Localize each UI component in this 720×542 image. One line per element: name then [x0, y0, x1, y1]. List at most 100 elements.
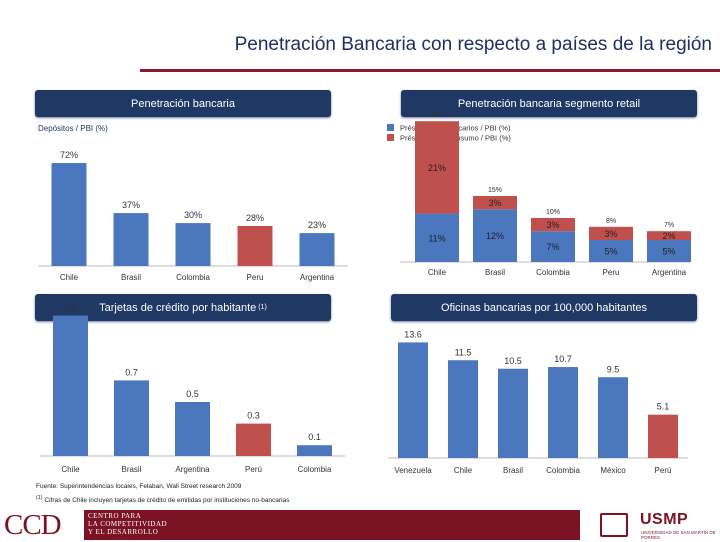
panel-title-banking-penetration: Penetración bancaria	[35, 90, 331, 117]
p3-bar-5	[297, 445, 332, 456]
p1-value-label-2: 37%	[122, 200, 140, 210]
ccd-logo	[0, 510, 84, 540]
p1-bar-3	[175, 223, 211, 266]
p3-bar-2	[114, 380, 149, 456]
p2-label-hipotecarios-4: 5%	[604, 247, 617, 257]
p2-category-label-4: Peru	[603, 268, 620, 277]
p2-total-label-3: 10%	[546, 209, 560, 216]
p1-category-label-1: Chile	[60, 273, 79, 282]
p1-bar-1	[51, 163, 87, 266]
panel-title-credit-cards-text: Tarjetas de crédito por habitante	[99, 301, 257, 314]
p2-bar-hipotecarios-3	[531, 231, 575, 262]
p1-value-label-5: 23%	[308, 220, 326, 230]
p4-value-label-4: 10.7	[554, 354, 572, 364]
p1-value-label-4: 28%	[246, 213, 264, 223]
p3-bar-1	[53, 315, 88, 456]
p4-bar-1	[398, 342, 428, 458]
p4-value-label-3: 10.5	[504, 356, 522, 366]
p4-value-label-6: 5.1	[657, 402, 670, 412]
ccd-logo-letters: CCD	[4, 509, 62, 541]
p4-category-label-3: Brasil	[503, 466, 523, 475]
title-rule	[140, 69, 720, 72]
panel-title-bank-offices: Oficinas bancarias por 100,000 habitante…	[391, 294, 697, 321]
p3-category-label-5: Colombia	[298, 465, 332, 474]
p2-label-hipotecarios-5: 5%	[662, 247, 675, 257]
footnote-note-text: Cifras de Chile incluyen tarjetas de cré…	[44, 497, 290, 505]
p3-category-label-2: Brasil	[121, 465, 141, 474]
p2-total-label-2: 15%	[488, 187, 502, 194]
p3-category-label-4: Perú	[245, 465, 262, 474]
p2-bar-consumo-3	[531, 218, 575, 232]
p2-label-consumo-2: 3%	[488, 198, 501, 208]
p1-bar-2	[113, 213, 149, 266]
p2-bar-consumo-2	[473, 196, 517, 210]
p4-category-label-4: Colombia	[546, 466, 580, 475]
p2-bar-consumo-4	[589, 226, 633, 240]
p2-legend-swatch-2	[387, 134, 394, 141]
p2-total-label-5: 7%	[664, 222, 674, 229]
p4-category-label-5: México	[600, 466, 626, 475]
p4-value-label-2: 11.5	[455, 347, 472, 357]
p4-value-label-5: 9.5	[607, 364, 620, 374]
p2-bar-hipotecarios-2	[473, 209, 517, 262]
p3-value-label-3: 0.5	[186, 389, 199, 399]
usmp-subtitle: UNIVERSIDAD DE SAN MARTÍN DE PORRES	[641, 530, 716, 540]
p4-bar-2	[448, 360, 478, 458]
p2-total-label-1: 32%	[430, 112, 444, 119]
p2-label-hipotecarios-2: 12%	[486, 231, 504, 241]
p4-bar-3	[498, 368, 528, 458]
p3-value-label-4: 0.3	[247, 411, 260, 421]
p4-bar-5	[598, 377, 628, 458]
p2-bar-hipotecarios-1	[415, 213, 459, 262]
p4-bar-4	[548, 367, 578, 458]
p4-bar-6	[648, 414, 678, 458]
p1-category-label-5: Argentina	[300, 273, 335, 282]
p2-label-consumo-1: 21%	[428, 163, 446, 173]
p1-category-label-4: Peru	[247, 273, 264, 282]
p2-bar-hipotecarios-4	[589, 240, 633, 262]
p3-bar-4	[236, 423, 271, 456]
p3-value-label-2: 0.7	[125, 367, 138, 377]
panel-title-credit-cards-note: (1)	[258, 304, 267, 311]
p2-total-label-4: 8%	[606, 218, 616, 225]
footnote-note-mark: (1)	[36, 495, 43, 501]
ccd-org-line3: Y EL DESARROLLO	[88, 528, 159, 536]
p2-category-label-5: Argentina	[652, 268, 687, 277]
p2-label-consumo-4: 3%	[604, 229, 617, 239]
panel-title-retail-penetration: Penetración bancaria segmento retail	[401, 90, 697, 117]
p3-category-label-1: Chile	[61, 465, 80, 474]
page-title: Penetración Bancaria con respecto a país…	[234, 34, 712, 55]
p2-bar-consumo-5	[647, 231, 691, 240]
p1-bar-4	[237, 225, 273, 266]
p2-bar-consumo-1	[415, 121, 459, 214]
usmp-logo-text: USMP	[640, 511, 689, 528]
usmp-emblem-icon	[600, 513, 628, 537]
p3-bar-3	[175, 402, 210, 456]
p3-value-label-5: 0.1	[308, 432, 321, 442]
p1-category-label-2: Brasil	[121, 273, 141, 282]
p4-value-label-1: 13.6	[404, 329, 422, 339]
p4-category-label-2: Chile	[454, 466, 473, 475]
footnote-note: (1) Cifras de Chile incluyen tarjetas de…	[36, 495, 289, 504]
ccd-org-name: CENTRO PARA LA COMPETITIVIDAD Y EL DESAR…	[88, 512, 167, 536]
p1-bar-5	[299, 233, 335, 266]
p1-value-label-1: 72%	[60, 150, 78, 160]
footer-band	[0, 510, 580, 540]
ccd-org-line1: CENTRO PARA	[88, 512, 142, 520]
p1-axis-label: Depósitos / PBI (%)	[38, 124, 108, 133]
p4-category-label-6: Perú	[655, 466, 672, 475]
p1-value-label-3: 30%	[184, 210, 202, 220]
p2-category-label-1: Chile	[428, 268, 447, 277]
p2-label-consumo-5: 2%	[662, 231, 675, 241]
p2-label-consumo-3: 3%	[546, 220, 559, 230]
p2-category-label-2: Brasil	[485, 268, 505, 277]
p1-category-label-3: Colombia	[176, 273, 210, 282]
p3-category-label-3: Argentina	[175, 465, 210, 474]
p3-value-label-1: 1.3	[64, 303, 77, 313]
footnote-source: Fuente: Superintendencias locales, Felab…	[36, 483, 242, 490]
p4-category-label-1: Venezuela	[394, 466, 432, 475]
p2-label-hipotecarios-1: 11%	[428, 233, 445, 243]
p2-category-label-3: Colombia	[536, 268, 570, 277]
p2-label-hipotecarios-3: 7%	[546, 242, 559, 252]
